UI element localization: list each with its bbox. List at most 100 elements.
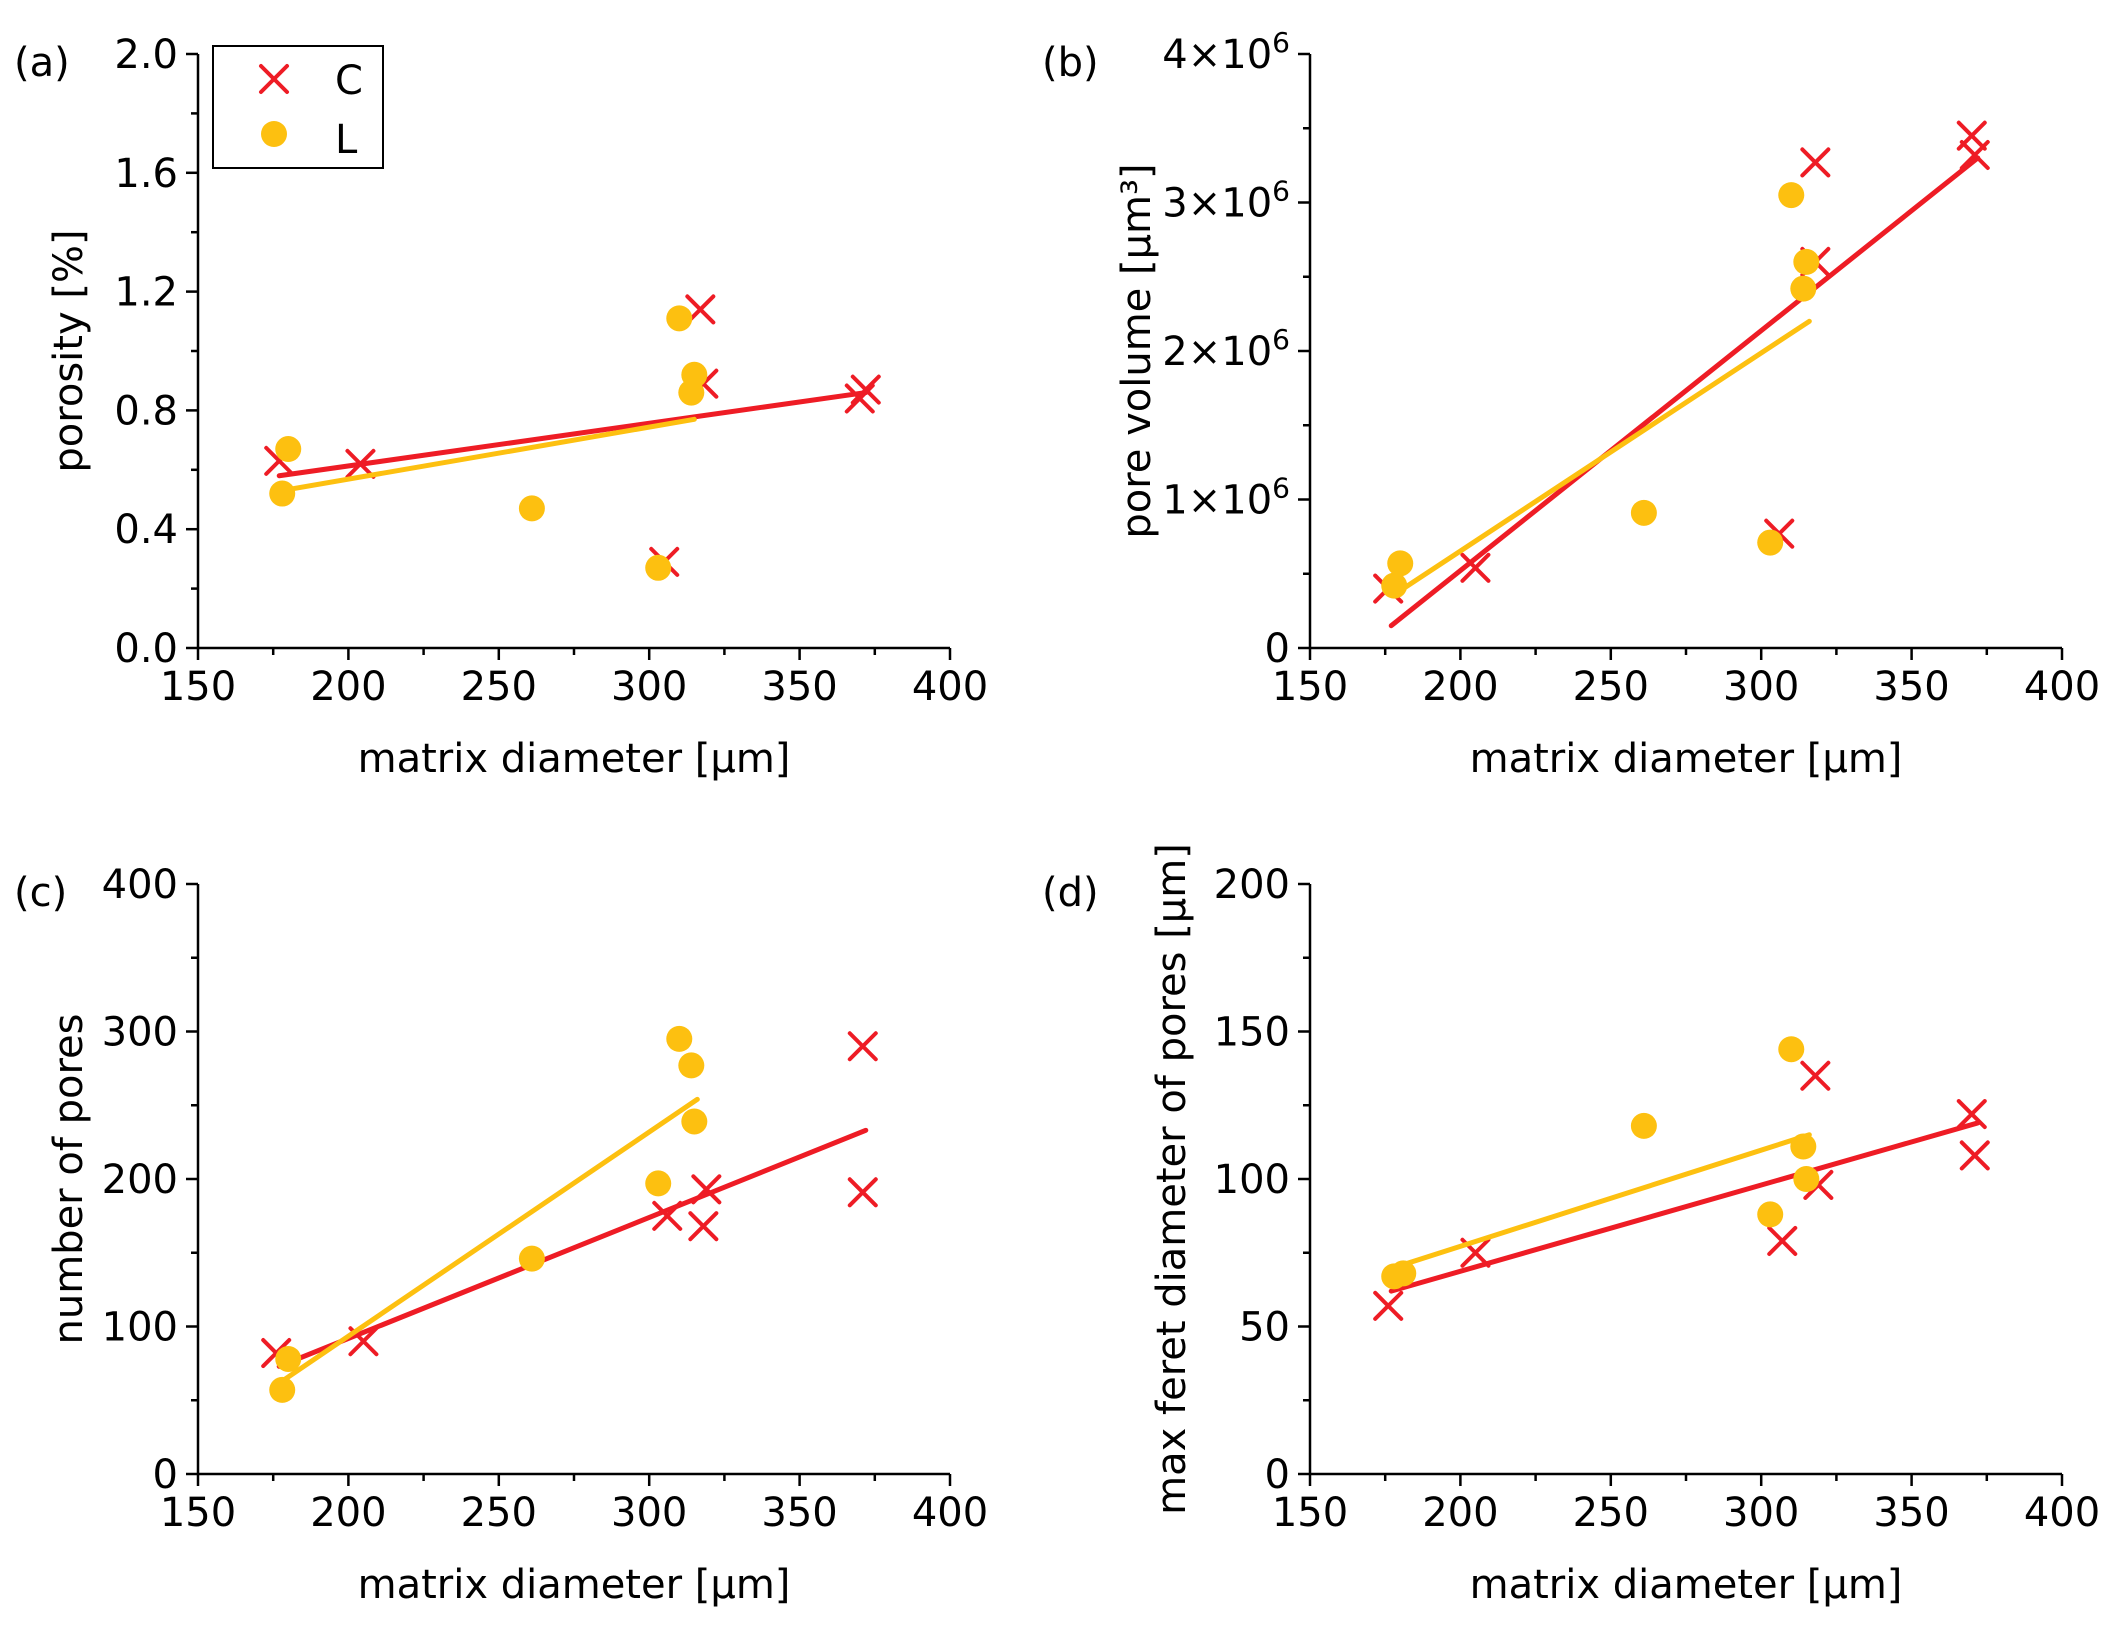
y-tick-label: 100 <box>102 1305 178 1351</box>
data-point-c-b <box>1460 1237 1491 1268</box>
data-point-c-b <box>688 1211 719 1242</box>
fit-line-c <box>1388 1120 1981 1294</box>
x-axis-label: matrix diameter [µm] <box>358 736 791 782</box>
data-point-l <box>666 1025 693 1052</box>
data-point-c <box>1460 552 1491 583</box>
x-tick-label: 250 <box>461 1490 537 1536</box>
data-point-l <box>518 495 545 522</box>
x-tick-label: 200 <box>310 664 386 710</box>
x-tick-label: 250 <box>1573 1490 1649 1536</box>
data-point-c <box>1959 139 1990 170</box>
data-point-l <box>681 1108 708 1135</box>
data-point-c-b <box>850 374 881 405</box>
data-point-c <box>847 1031 878 1062</box>
data-point-c <box>850 374 881 405</box>
x-axis-label: matrix diameter [µm] <box>1470 736 1903 782</box>
legend-label-l: L <box>335 117 358 163</box>
data-point-c <box>1800 147 1831 178</box>
x-tick-label: 200 <box>1422 1490 1498 1536</box>
data-point-l <box>681 361 708 388</box>
data-point-l <box>666 305 693 332</box>
panel-label: (c) <box>14 870 67 916</box>
data-point-l <box>275 1345 302 1372</box>
data-point-l <box>1381 572 1408 599</box>
y-tick-label: 1.6 <box>114 151 178 197</box>
legend-label-c: C <box>335 58 363 104</box>
x-tick-label: 350 <box>761 1490 837 1536</box>
panel-label: (a) <box>14 40 70 86</box>
x-tick-label: 250 <box>461 664 537 710</box>
data-point-c <box>1373 1290 1404 1321</box>
x-tick-label: 300 <box>1723 1490 1799 1536</box>
data-point-c-b <box>1460 552 1491 583</box>
fit-line-c <box>1388 155 1981 629</box>
data-point-l <box>1757 1201 1784 1228</box>
y-tick-label: 200 <box>102 1157 178 1203</box>
data-point-c <box>688 1211 719 1242</box>
fit-line-l <box>1391 318 1812 598</box>
y-tick-label: 2.0 <box>114 32 178 78</box>
y-tick-label: 50 <box>1239 1305 1290 1351</box>
y-tick-label: 400 <box>102 862 178 908</box>
x-tick-label: 300 <box>611 664 687 710</box>
panel-label: (d) <box>1042 870 1099 916</box>
data-point-l <box>645 1170 672 1197</box>
legend-cross <box>259 64 289 94</box>
fit-line-c <box>276 1127 869 1369</box>
y-tick-label: 100 <box>1214 1157 1290 1203</box>
panel-a: 150 200 250 300 350 400 0.0 0.4 0.8 1.2 1.6 2.0 matr… <box>14 32 988 782</box>
data-point-c-b <box>691 1174 722 1205</box>
series-c <box>264 294 881 577</box>
data-point-c-b <box>847 1177 878 1208</box>
y-tick-label: 4×106 <box>1162 26 1290 78</box>
legend-marker-l <box>261 121 287 147</box>
data-point-c-b <box>1959 1140 1990 1171</box>
fit-line-l <box>1391 1132 1812 1270</box>
x-tick-label: 400 <box>2024 664 2100 710</box>
series-l <box>269 1025 708 1403</box>
x-tick-label: 150 <box>1272 664 1348 710</box>
data-point-l <box>269 1376 296 1403</box>
y-axis-label: number of pores <box>46 1014 92 1345</box>
x-tick-label: 150 <box>160 1490 236 1536</box>
y-tick-label: 0 <box>1265 1452 1290 1498</box>
y-tick-label: 1.2 <box>114 270 178 316</box>
y-tick-label: 300 <box>102 1010 178 1056</box>
legend-marker-c <box>259 64 289 94</box>
y-tick-label: 200 <box>1214 862 1290 908</box>
data-point-c-b <box>345 448 376 479</box>
data-point-c-b <box>1956 1099 1987 1130</box>
data-point-c-b <box>847 1031 878 1062</box>
x-tick-label: 200 <box>1422 664 1498 710</box>
data-point-c <box>1956 1099 1987 1130</box>
panel-b: 150 200 250 300 350 400 0 1×106 2×106 3×106 4×106 m… <box>1042 26 2100 782</box>
y-tick-label: 150 <box>1214 1010 1290 1056</box>
y-axis-label: porosity [%] <box>46 229 92 472</box>
data-point-l <box>275 436 302 463</box>
y-tick-label: 1×106 <box>1162 472 1290 524</box>
series-c <box>1373 120 1990 629</box>
y-tick-label: 0.8 <box>114 388 178 434</box>
series-c <box>1373 1060 1990 1321</box>
data-point-c <box>1800 1060 1831 1091</box>
panels: 150 200 250 300 350 400 0.0 0.4 0.8 1.2 1.6 2.0 matr… <box>14 26 2100 1608</box>
y-tick-label: 0.4 <box>114 507 178 553</box>
x-axis-label: matrix diameter [µm] <box>1470 1562 1903 1608</box>
data-point-c-b <box>1959 139 1990 170</box>
data-point-c-b <box>1803 1169 1834 1200</box>
x-tick-label: 350 <box>1873 1490 1949 1536</box>
x-axis-label: matrix diameter [µm] <box>358 1562 791 1608</box>
panel-c: 150 200 250 300 350 400 0 100 200 300 400 matrix di… <box>14 862 988 1608</box>
data-point-c-b <box>1373 1290 1404 1321</box>
fit-line-l <box>279 416 697 494</box>
fit-line-l <box>279 1096 700 1384</box>
data-point-l <box>645 554 672 581</box>
y-tick-label: 2×106 <box>1162 323 1290 375</box>
legend-box <box>212 45 384 169</box>
data-point-c <box>847 1177 878 1208</box>
data-point-l <box>518 1245 545 1272</box>
data-point-l <box>1778 182 1805 209</box>
data-point-c <box>1767 1225 1798 1256</box>
data-point-l <box>1793 1166 1820 1192</box>
